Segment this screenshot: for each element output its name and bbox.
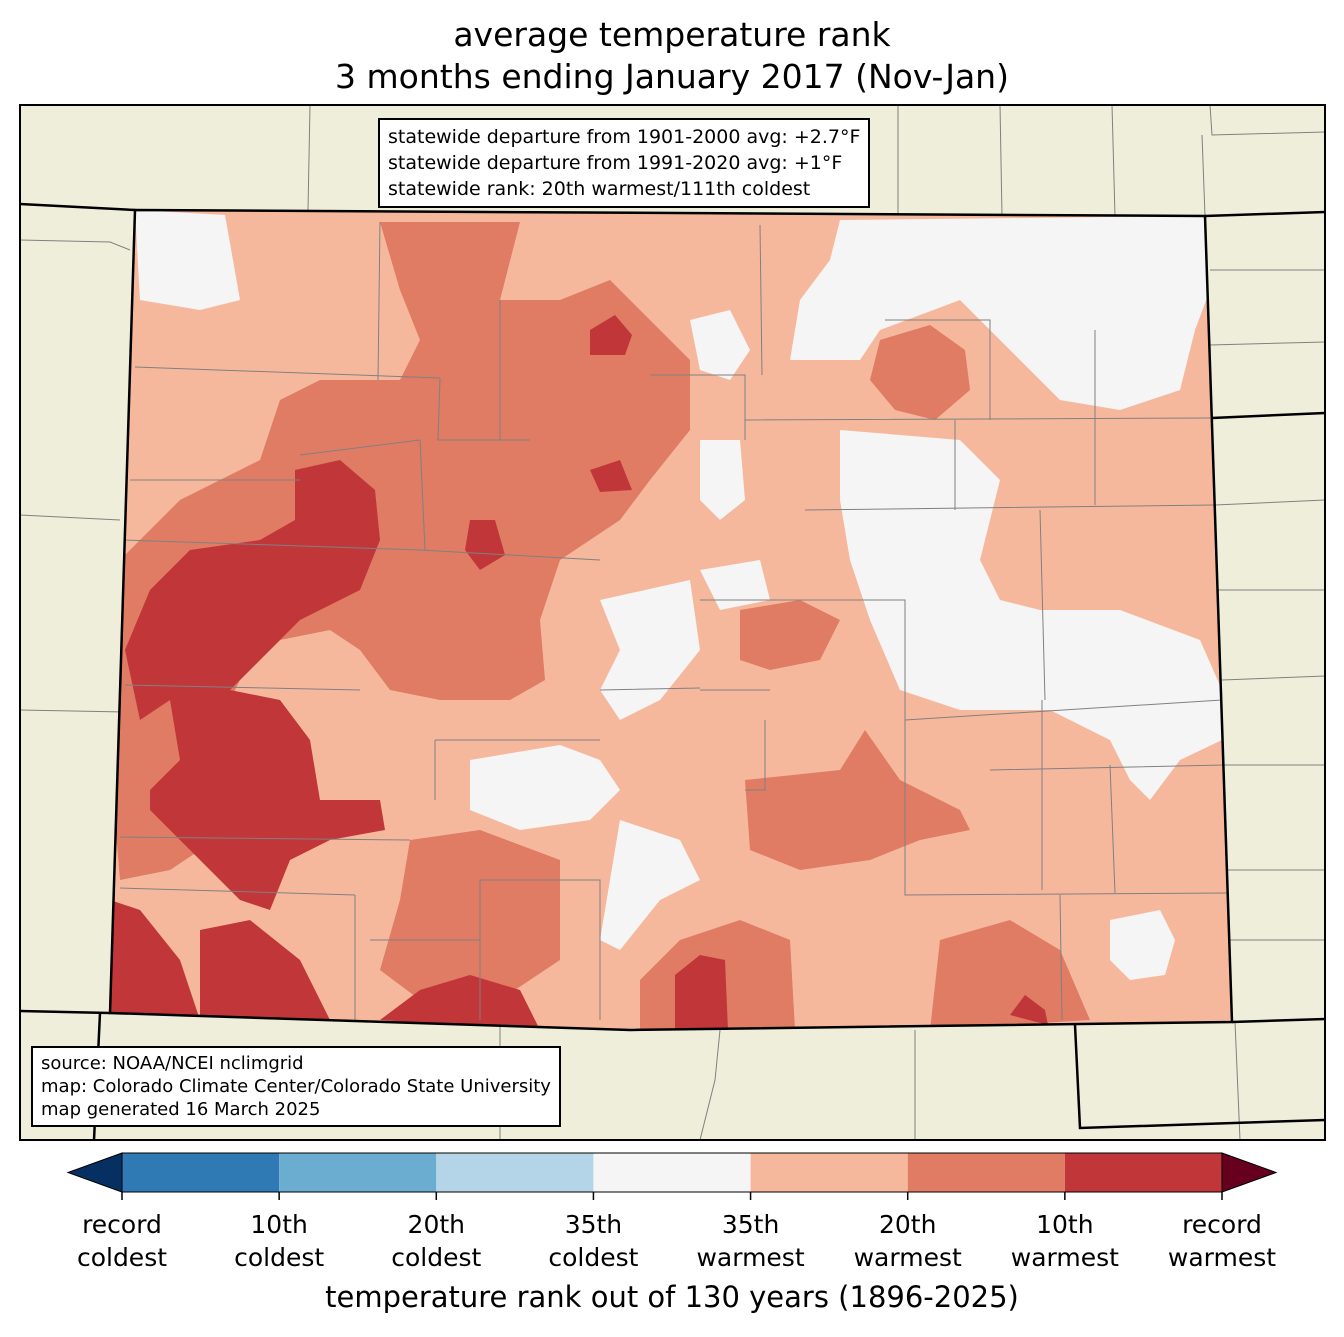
colorbar-tick-label: record warmest [1142, 1208, 1302, 1274]
stats-departure-1991-2020: statewide departure from 1991-2020 avg: … [388, 152, 843, 174]
colorbar-bin [122, 1153, 280, 1192]
colorbar-tick-label-line1: 10th [1036, 1210, 1094, 1239]
statewide-stats-box: statewide departure from 1901-2000 avg: … [378, 118, 871, 208]
colorbar-tick-label-line1: 10th [250, 1210, 308, 1239]
stats-rank: statewide rank: 20th warmest/111th colde… [388, 178, 811, 200]
colorbar-tick-label-line2: coldest [234, 1243, 325, 1272]
colorbar-bin [907, 1153, 1065, 1192]
colorbar-over-arrow [1221, 1152, 1278, 1193]
colorbar-tick-label-line1: 35th [721, 1210, 780, 1239]
colorbar-tick-label: 20th coldest [356, 1208, 516, 1274]
colorbar-tick-label: 20th warmest [828, 1208, 988, 1274]
colorbar-tick-label-line2: coldest [76, 1243, 168, 1272]
colorbar [66, 1152, 1278, 1200]
source-line: source: NOAA/NCEI nclimgrid [41, 1053, 304, 1074]
colorbar-tick-label-line1: 35th [564, 1210, 623, 1239]
colorbar-tick-label-line2: coldest [548, 1243, 639, 1272]
source-box: source: NOAA/NCEI nclimgrid map: Colorad… [31, 1046, 561, 1127]
map-subtitle: 3 months ending January 2017 (Nov-Jan) [335, 57, 1009, 96]
colorbar-bin [436, 1153, 594, 1192]
county-lines [119, 221, 1229, 1021]
colorbar-tick-label-line2: warmest [1167, 1243, 1277, 1272]
colorbar-tick-label-line2: warmest [696, 1243, 805, 1272]
colorbar-title: temperature rank out of 130 years (1896-… [325, 1280, 1019, 1314]
colorado-border [108, 208, 1234, 1032]
colorbar-bin [279, 1153, 437, 1192]
map-credit-line: map: Colorado Climate Center/Colorado St… [41, 1076, 551, 1097]
colorbar-tick-label: 35th coldest [513, 1208, 673, 1274]
rank-fill [110, 210, 1232, 1030]
generated-date-line: map generated 16 March 2025 [41, 1099, 321, 1120]
colorbar-tick-label-line2: warmest [1010, 1243, 1119, 1272]
regions-top20 [110, 222, 1090, 1030]
colorbar-bin [1064, 1153, 1222, 1192]
state-borders [20, 202, 1325, 1140]
colorbar-bin [593, 1153, 751, 1192]
regions-near-normal [135, 210, 1222, 980]
colorbar-tick-label-line1: record [1182, 1210, 1262, 1239]
colorbar-tick-label-line1: 20th [878, 1210, 937, 1239]
colorbar-tick-label: record coldest [42, 1208, 202, 1274]
map-title: average temperature rank [453, 15, 891, 54]
colorbar-tick-label-line2: warmest [853, 1243, 962, 1272]
colorbar-tick-label: 35th warmest [671, 1208, 831, 1274]
regions-top10 [110, 315, 1048, 1030]
colorbar-under-arrow [66, 1152, 123, 1193]
neighbor-county-lines [20, 105, 1325, 1140]
colorbar-tick-label-line1: 20th [407, 1210, 466, 1239]
map-frame [19, 104, 1326, 1141]
stats-departure-1901-2000: statewide departure from 1901-2000 avg: … [388, 126, 861, 148]
colorbar-outline [121, 1152, 1223, 1193]
colorbar-tick-label: 10th coldest [199, 1208, 359, 1274]
colorbar-bin [750, 1153, 908, 1192]
colorbar-tick-label-line2: coldest [391, 1243, 482, 1272]
colorbar-tick-label: 10th warmest [985, 1208, 1145, 1274]
colorbar-tick-label-line1: record [82, 1210, 162, 1239]
